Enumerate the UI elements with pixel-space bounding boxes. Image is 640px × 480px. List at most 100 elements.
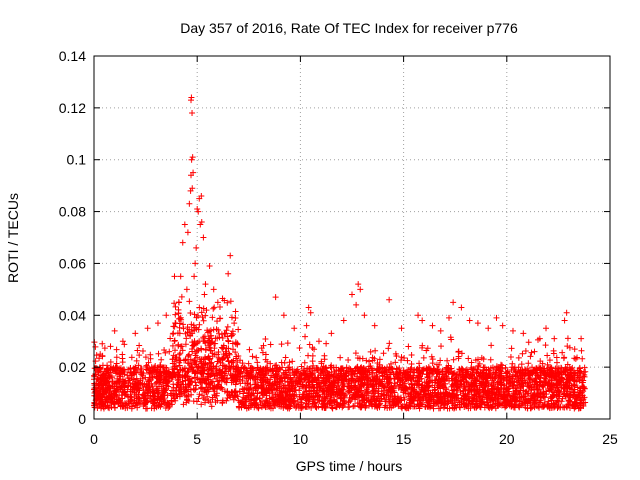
data-point-peak [154, 320, 161, 327]
data-point-peak [181, 221, 188, 228]
data-point [503, 377, 510, 384]
data-point [549, 393, 556, 400]
data-point [385, 394, 392, 401]
data-point [291, 368, 298, 375]
data-point [233, 374, 240, 381]
data-point [571, 346, 578, 353]
data-point [174, 330, 181, 337]
data-point [506, 373, 513, 380]
data-point [247, 385, 254, 392]
data-point [298, 376, 305, 383]
grid-lines [94, 56, 610, 419]
data-point [133, 375, 140, 382]
data-point [193, 382, 200, 389]
data-point [535, 391, 542, 398]
data-point [527, 353, 534, 360]
data-point [228, 314, 235, 321]
data-point [437, 357, 444, 364]
data-point [318, 367, 325, 374]
data-point [136, 352, 143, 359]
data-point [496, 400, 502, 407]
data-point [463, 368, 470, 375]
data-point [337, 354, 344, 361]
data-point [232, 315, 239, 322]
data-point [199, 314, 206, 321]
data-point [127, 383, 134, 390]
data-point [341, 392, 348, 399]
data-point [160, 364, 167, 371]
data-point [444, 357, 451, 364]
data-point [482, 376, 489, 383]
data-point [455, 382, 462, 389]
data-point [319, 394, 326, 401]
data-point [206, 366, 213, 373]
data-point [217, 369, 224, 376]
data-point [414, 366, 421, 373]
data-point [378, 370, 385, 377]
data-point [235, 352, 242, 359]
data-point [345, 383, 352, 390]
data-point [286, 359, 293, 366]
data-point [171, 337, 178, 344]
data-point-peak [132, 330, 139, 337]
data-point [534, 372, 541, 379]
data-point [386, 404, 393, 411]
x-tick-label: 0 [90, 431, 98, 447]
data-point [425, 364, 432, 371]
data-point [91, 399, 98, 406]
data-point [147, 355, 154, 362]
data-point [362, 389, 369, 396]
data-point [188, 328, 195, 335]
data-point [128, 394, 135, 401]
data-point [564, 335, 571, 342]
data-point [225, 357, 232, 364]
data-point-peak [198, 193, 205, 200]
data-point [453, 371, 460, 378]
data-point [576, 404, 583, 411]
data-point [107, 394, 114, 401]
data-point [368, 400, 375, 407]
data-point [433, 361, 440, 368]
data-point [153, 374, 160, 381]
data-point [382, 368, 389, 375]
data-point [542, 342, 549, 349]
data-point-peak [210, 286, 217, 293]
data-point [133, 399, 140, 406]
data-point [128, 354, 135, 361]
data-point [224, 323, 231, 330]
data-point [474, 356, 481, 363]
data-point [547, 372, 554, 379]
data-point [518, 400, 525, 407]
data-point [125, 366, 132, 373]
data-point [134, 347, 141, 354]
data-point [480, 356, 487, 363]
data-point [347, 366, 354, 373]
data-point [485, 388, 492, 395]
data-point [416, 360, 423, 367]
data-point [358, 392, 365, 399]
data-point [370, 393, 377, 400]
data-point [550, 402, 557, 409]
data-point [522, 399, 529, 406]
data-point [159, 393, 166, 400]
data-point [224, 333, 231, 340]
data-point [409, 374, 416, 381]
data-point-peak [183, 286, 190, 293]
data-point [400, 389, 407, 396]
data-point [155, 383, 162, 390]
data-point [262, 370, 269, 377]
data-point-peak [386, 296, 393, 303]
data-point [107, 358, 114, 365]
data-point [231, 320, 238, 327]
data-point [268, 372, 275, 379]
data-point [553, 365, 560, 372]
data-point [295, 402, 302, 409]
data-point [215, 383, 222, 390]
data-point [211, 304, 218, 311]
data-point [529, 379, 536, 386]
data-point [448, 383, 455, 390]
data-point [93, 352, 100, 359]
data-point [327, 397, 334, 404]
data-point [338, 378, 345, 385]
data-point [564, 382, 571, 389]
